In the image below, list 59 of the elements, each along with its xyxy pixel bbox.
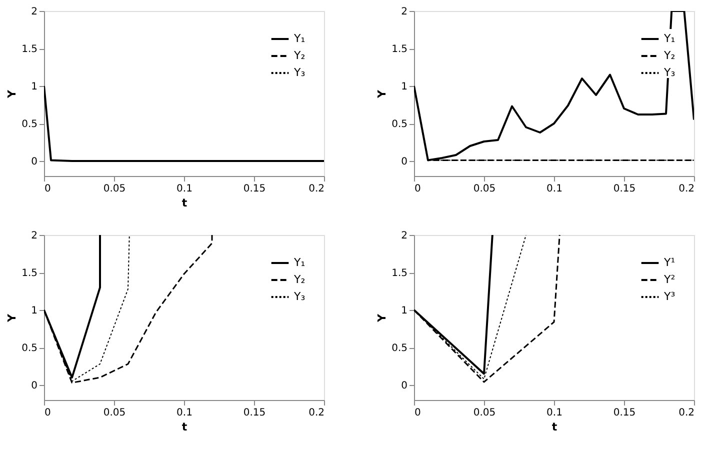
x-tick-label: 0.2 bbox=[678, 184, 694, 194]
x-tick-label: 0 bbox=[44, 184, 51, 194]
legend-label: Y₂ bbox=[293, 273, 306, 286]
y-tick-label: 1.5 bbox=[22, 44, 38, 55]
legend-label: Y² bbox=[663, 273, 676, 286]
x-axis-title: t bbox=[182, 420, 188, 434]
legend-label: Y₁ bbox=[293, 256, 306, 269]
y-tick-label: 1 bbox=[401, 306, 408, 316]
y-tick-label: 0 bbox=[31, 380, 38, 392]
x-tick-label: 0 bbox=[414, 408, 421, 418]
y-tick-label: 1.5 bbox=[392, 268, 408, 279]
y-tick-label: 2 bbox=[31, 230, 38, 242]
legend-label: Y₂ bbox=[663, 49, 676, 62]
y-tick-label: 2 bbox=[31, 6, 38, 18]
y-axis-title: Y bbox=[376, 88, 389, 99]
y-tick-label: 0 bbox=[401, 156, 408, 168]
x-tick-label: 0.1 bbox=[546, 184, 562, 194]
legend-label: Y₁ bbox=[663, 32, 676, 45]
legend-label: Y₁ bbox=[293, 32, 306, 45]
y-axis-title: Y bbox=[6, 312, 19, 323]
y-tick-label: 2 bbox=[401, 6, 408, 18]
y-tick-label: 1 bbox=[31, 82, 38, 92]
legend-label: Y₃ bbox=[293, 66, 306, 79]
y-tick-label: 0 bbox=[31, 156, 38, 168]
y-tick-label: 1.5 bbox=[392, 44, 408, 55]
x-tick-label: 0.2 bbox=[308, 184, 324, 194]
x-tick-label: 0.15 bbox=[613, 408, 636, 418]
y-tick-label: 1.5 bbox=[22, 268, 38, 279]
y-tick-label: 1 bbox=[401, 82, 408, 92]
x-tick-label: 0.05 bbox=[103, 408, 126, 418]
x-tick-label: 0.1 bbox=[546, 408, 562, 418]
y-tick-label: 0 bbox=[401, 380, 408, 392]
x-tick-label: 0.05 bbox=[473, 184, 496, 194]
x-tick-label: 0.15 bbox=[613, 184, 636, 194]
x-axis-title: t bbox=[552, 420, 558, 434]
legend-label: Y³ bbox=[663, 290, 676, 303]
legend-label: Y¹ bbox=[663, 256, 676, 269]
x-tick-label: 0.2 bbox=[308, 408, 324, 418]
x-tick-label: 0.15 bbox=[243, 184, 266, 194]
y-tick-label: 0.5 bbox=[392, 343, 408, 354]
y-tick-label: 2 bbox=[401, 230, 408, 242]
legend-label: Y₃ bbox=[293, 290, 306, 303]
x-tick-label: 0 bbox=[44, 408, 51, 418]
y-tick-label: 0.5 bbox=[392, 119, 408, 130]
x-tick-label: 0.1 bbox=[176, 408, 192, 418]
x-tick-label: 0 bbox=[414, 184, 421, 194]
x-tick-label: 0.2 bbox=[678, 408, 694, 418]
y-tick-label: 1 bbox=[31, 306, 38, 316]
y-axis-title: Y bbox=[376, 312, 389, 323]
x-tick-label: 0.05 bbox=[103, 184, 126, 194]
legend-label: Y₃ bbox=[663, 66, 676, 79]
x-tick-label: 0.15 bbox=[243, 408, 266, 418]
y-tick-label: 0.5 bbox=[22, 119, 38, 130]
x-tick-label: 0.1 bbox=[176, 184, 192, 194]
x-tick-label: 0.05 bbox=[473, 408, 496, 418]
y-axis-title: Y bbox=[6, 88, 19, 99]
y-tick-label: 0.5 bbox=[22, 343, 38, 354]
legend-label: Y₂ bbox=[293, 49, 306, 62]
x-axis-title: t bbox=[182, 196, 188, 210]
